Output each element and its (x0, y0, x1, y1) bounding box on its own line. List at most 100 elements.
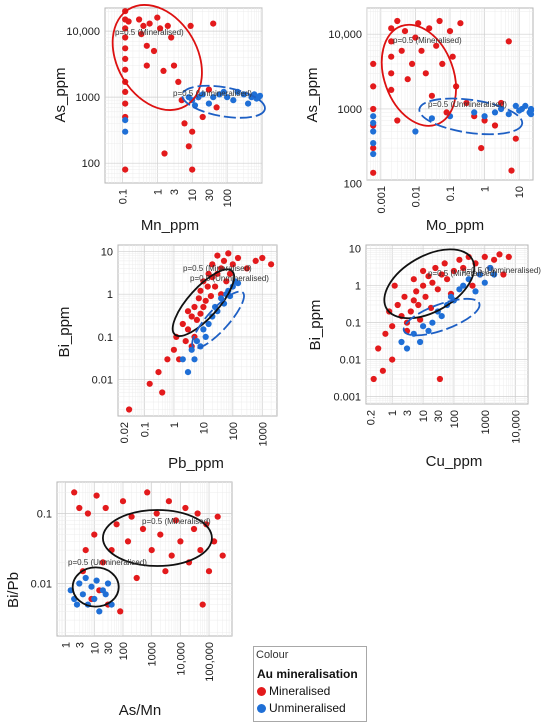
data-point (382, 330, 389, 337)
data-point (199, 91, 206, 98)
data-point (252, 257, 259, 264)
data-point (143, 42, 150, 49)
y-tick-label: 0.1 (346, 318, 361, 330)
data-point (144, 489, 151, 496)
data-point (436, 375, 443, 383)
y-tick-label: 0.001 (333, 392, 361, 404)
data-point (104, 580, 112, 587)
data-point (117, 608, 124, 615)
data-point (119, 498, 127, 505)
data-point (234, 254, 242, 262)
data-point (508, 167, 515, 174)
data-point (491, 271, 498, 278)
data-point (200, 326, 207, 333)
x-tick-label: 0.1 (445, 186, 457, 201)
data-point (370, 113, 377, 120)
data-point (438, 313, 445, 320)
data-point (391, 282, 398, 289)
data-point (220, 257, 228, 264)
probability-contour (111, 4, 203, 111)
data-point (398, 47, 405, 54)
probability-contour (418, 97, 524, 136)
data-point (154, 14, 161, 21)
data-point (417, 338, 424, 346)
data-point (136, 16, 143, 23)
x-tick-label: 10 (514, 186, 526, 198)
data-point (256, 92, 264, 99)
x-axis-label: Mn_ppm (141, 217, 199, 234)
data-point (220, 88, 227, 95)
plot-frame (104, 7, 263, 184)
data-point (420, 282, 427, 289)
data-point (225, 250, 232, 257)
data-point (223, 278, 230, 285)
y-axis-label: Bi_ppm (307, 300, 324, 351)
data-point (512, 135, 519, 142)
data-point (170, 62, 178, 69)
data-point (428, 92, 435, 99)
x-tick-label: 1000 (480, 410, 492, 434)
data-point (230, 97, 237, 104)
legend-label-mineralised: Mineralised (269, 684, 331, 698)
data-point (370, 169, 377, 176)
x-tick-label: 1 (152, 189, 164, 195)
data-point (184, 308, 192, 315)
data-point (153, 510, 160, 517)
legend-header: Colour (254, 649, 291, 661)
data-point (268, 261, 275, 268)
data-point (162, 568, 169, 575)
y-tick-label: 100 (82, 158, 100, 170)
data-point (138, 30, 145, 38)
probability-contour (171, 268, 235, 337)
data-point (122, 45, 129, 52)
data-point (185, 143, 192, 150)
data-point (432, 264, 439, 272)
data-point (76, 580, 83, 587)
data-point (404, 76, 411, 83)
data-point (512, 102, 519, 109)
mineralised-marker-icon (257, 687, 266, 696)
data-point (170, 346, 177, 353)
x-tick-label: 30 (433, 410, 445, 422)
data-point (126, 406, 133, 413)
data-point (93, 577, 100, 584)
data-point (193, 316, 200, 323)
data-point (401, 293, 408, 300)
contour-annotation: p=0.5 (Unmineralised) (173, 89, 252, 98)
data-point (245, 100, 252, 107)
data-point (370, 83, 377, 90)
y-tick-label: 0.01 (92, 375, 113, 387)
data-point (189, 166, 196, 173)
data-point (425, 327, 432, 334)
x-tick-label: 30 (204, 189, 216, 201)
x-tick-label: 10 (198, 422, 210, 434)
data-point (122, 100, 129, 107)
data-point (505, 253, 512, 260)
data-point (195, 295, 202, 302)
probability-contour (71, 566, 120, 608)
scatter-panel-3: 0.02 0.1 1 10 100 1000 10 1 0.1 0.01 Pb_ppm Bi_ppm p… (56, 244, 278, 472)
x-tick-label: 0.001 (376, 186, 388, 214)
x-tick-label: 3 (169, 189, 181, 195)
contour-annotation: p=0.5 (Mineralised) (183, 264, 252, 273)
data-point (159, 389, 166, 396)
data-point (93, 492, 100, 499)
data-point (439, 60, 446, 67)
data-point (184, 326, 192, 333)
data-point (379, 367, 386, 374)
data-point (202, 297, 209, 304)
data-point (157, 25, 164, 32)
data-point (214, 252, 221, 259)
data-point (438, 271, 445, 278)
data-point (446, 28, 454, 35)
x-tick-label: 3 (402, 410, 414, 416)
unmineralised-marker-icon (257, 704, 266, 713)
gridlines (57, 482, 232, 636)
x-tick-label: 1 (169, 422, 181, 428)
data-point (428, 115, 435, 122)
data-point (429, 319, 436, 326)
data-point (415, 301, 422, 309)
legend-item-unmineralised: Unmineralised (257, 701, 346, 715)
data-point (82, 574, 89, 582)
